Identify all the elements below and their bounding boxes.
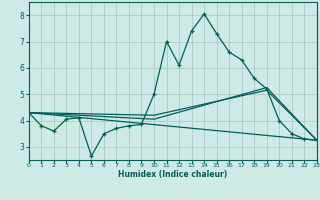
X-axis label: Humidex (Indice chaleur): Humidex (Indice chaleur) (118, 170, 228, 179)
